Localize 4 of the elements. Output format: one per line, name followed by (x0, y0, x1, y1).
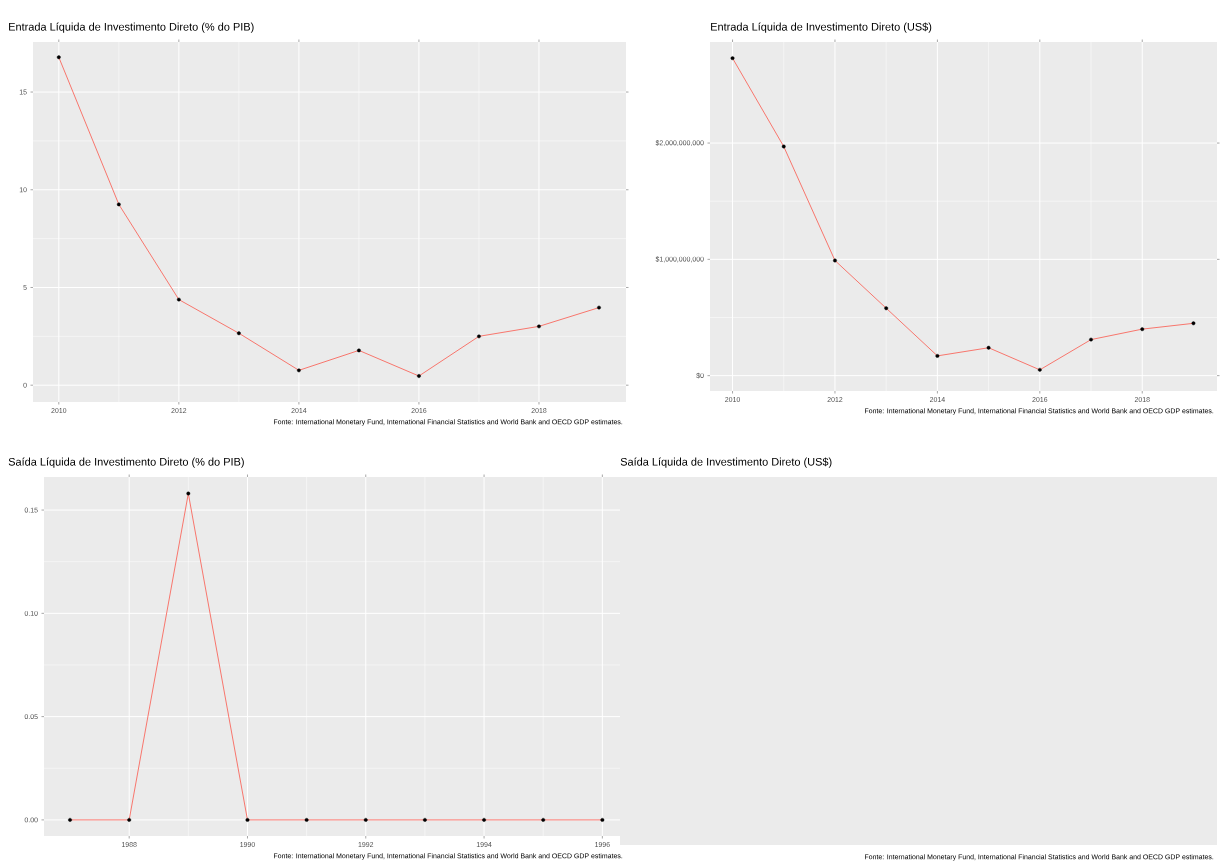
chart-title: Entrada Líquida de Investimento Direto (US$) (711, 22, 932, 33)
chart-title: Saída Líquida de Investimento Direto (% do PIB) (8, 457, 244, 468)
chart-title: Entrada Líquida de Investimento Direto (% do PIB) (9, 22, 254, 33)
text: Saída Líquida de Investimento Direto (US$) (620, 457, 832, 468)
